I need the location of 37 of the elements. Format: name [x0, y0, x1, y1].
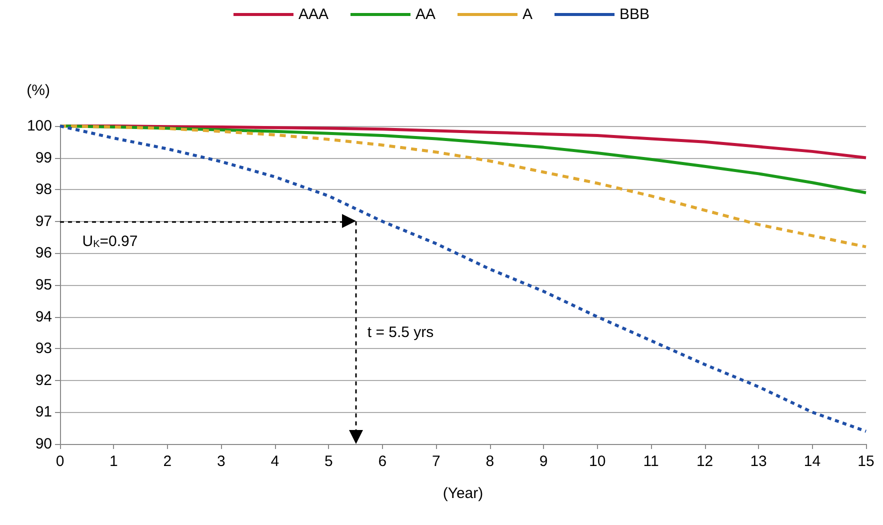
legend-label: BBB — [620, 6, 650, 23]
x-tick-label: 4 — [270, 453, 280, 470]
y-tick-label: 95 — [35, 276, 52, 294]
y-axis-title: (%) — [26, 82, 50, 99]
y-tick-label: 100 — [26, 118, 52, 134]
line-series — [58, 124, 868, 248]
y-tick-label: 93 — [35, 340, 52, 358]
y-tick-label: 90 — [35, 436, 52, 452]
annotation: t = 5.5 yrs — [367, 324, 434, 342]
y-tick-label: 92 — [35, 372, 52, 389]
x-tick-label: 0 — [56, 453, 64, 470]
x-tick-label: 12 — [696, 453, 714, 470]
x-tick-label: 15 — [858, 453, 874, 470]
y-tick-label: 98 — [35, 181, 52, 198]
y-tick-label: 96 — [35, 244, 52, 262]
x-tick-label: 2 — [163, 453, 172, 470]
x-axis-title: (Year) — [442, 485, 484, 502]
x-tick-label: 11 — [643, 453, 659, 470]
x-tick-label: 8 — [486, 453, 494, 470]
y-tick-label: 97 — [35, 212, 52, 230]
annotation: UK=0.97 — [82, 232, 138, 250]
line-series — [58, 124, 868, 433]
y-tick-label: 94 — [35, 308, 52, 326]
y-tick-label: 91 — [35, 404, 52, 421]
y-tick-label: 99 — [35, 149, 52, 166]
legend-label: AA — [415, 6, 436, 23]
x-tick-label: 9 — [539, 453, 548, 470]
x-tick-label: 5 — [324, 453, 333, 470]
x-tick-label: 6 — [378, 453, 387, 470]
x-tick-label: 3 — [217, 453, 226, 470]
x-tick-label: 14 — [804, 453, 821, 470]
x-tick-label: 10 — [588, 453, 606, 470]
x-tick-label: 13 — [750, 453, 767, 470]
legend-label: AAA — [298, 6, 328, 23]
x-tick-label: 7 — [432, 453, 440, 470]
x-tick-label: 1 — [110, 453, 118, 470]
legend-label: A — [522, 6, 533, 23]
